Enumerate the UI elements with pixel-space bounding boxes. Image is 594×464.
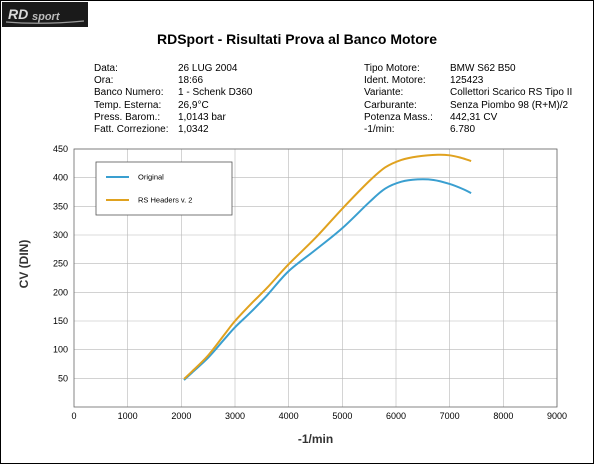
info-row: -1/min: 6.780 xyxy=(364,124,592,136)
report-title: RDSport - Risultati Prova al Banco Motor… xyxy=(156,31,438,47)
x-tick-label: 0 xyxy=(71,411,76,421)
test-info-left: Data: 26 LUG 2004 Ora: 18:66 Banco Numero: 1 … xyxy=(94,63,344,136)
y-tick-label: 50 xyxy=(58,373,68,383)
info-row: Variante: Collettori Scarico RS Tipo II xyxy=(364,87,592,99)
info-value: BMW S62 B50 xyxy=(450,63,516,74)
y-tick-label: 300 xyxy=(53,230,68,240)
info-value: Collettori Scarico RS Tipo II xyxy=(450,87,573,99)
info-value: 442,31 CV xyxy=(450,111,498,123)
x-axis-title: -1/min xyxy=(298,432,333,446)
y-tick-label: 450 xyxy=(53,144,68,154)
y-tick-label: 150 xyxy=(53,316,68,326)
y-tick-label: 400 xyxy=(53,173,68,183)
x-tick-label: 9000 xyxy=(547,411,567,421)
info-key: Variante: xyxy=(364,87,404,99)
info-value: 1,0342 xyxy=(178,123,209,135)
info-row: Banco Numero: 1 - Schenk D360 xyxy=(94,87,344,99)
info-value: Senza Piombo 98 (R+M)/2 xyxy=(450,99,569,111)
x-tick-label: 3000 xyxy=(225,411,245,421)
x-tick-label: 6000 xyxy=(386,411,406,421)
x-tick-label: 2000 xyxy=(171,411,191,421)
info-key: Potenza Mass.: xyxy=(364,111,433,123)
info-key: Banco Numero: xyxy=(94,87,164,99)
x-tick-label: 8000 xyxy=(493,411,513,421)
info-row: Data: 26 LUG 2004 xyxy=(94,63,344,75)
info-key: Temp. Esterna: xyxy=(94,99,162,111)
axis-ticks: 0 1000 2000 3000 4000 5000 6000 7000 8000 9000 50 1… xyxy=(53,144,567,421)
info-row: Temp. Esterna: 26,9°C xyxy=(94,100,344,112)
info-key: Press. Barom.: xyxy=(94,111,161,123)
y-tick-label: 350 xyxy=(53,201,68,211)
info-key: Tipo Motore: xyxy=(364,63,420,74)
info-row: Ora: 18:66 xyxy=(94,75,344,87)
info-row: Press. Barom.: 1,0143 bar xyxy=(94,112,344,124)
legend-label: Original xyxy=(138,173,164,182)
info-value: 1 - Schenk D360 xyxy=(178,87,253,99)
legend: Original RS Headers v. 2 xyxy=(95,161,233,216)
info-value: 26 LUG 2004 xyxy=(178,63,238,74)
engine-info-right: Tipo Motore: BMW S62 B50 Ident. Motore: 125… xyxy=(364,63,592,136)
legend-label: RS Headers v. 2 xyxy=(138,196,192,205)
info-row: Potenza Mass.: 442,31 CV xyxy=(364,112,592,124)
svg-text:RD: RD xyxy=(8,6,28,22)
plot-area-border xyxy=(73,148,558,408)
y-tick-label: 100 xyxy=(53,345,68,355)
legend-box xyxy=(95,161,233,216)
info-key: -1/min: xyxy=(364,123,395,135)
y-tick-label: 200 xyxy=(53,287,68,297)
info-key: Ident. Motore: xyxy=(364,75,426,87)
info-value: 125423 xyxy=(450,75,484,87)
info-row: Tipo Motore: BMW S62 B50 xyxy=(364,63,592,75)
y-tick-label: 250 xyxy=(53,259,68,269)
info-key: Carburante: xyxy=(364,99,417,111)
x-tick-label: 5000 xyxy=(332,411,352,421)
x-tick-label: 4000 xyxy=(279,411,299,421)
info-value: 1,0143 bar xyxy=(178,111,226,123)
info-key: Data: xyxy=(94,63,118,74)
info-value: 6.780 xyxy=(450,123,476,135)
info-key: Ora: xyxy=(94,75,114,87)
x-tick-label: 1000 xyxy=(118,411,138,421)
svg-text:sport: sport xyxy=(32,11,61,23)
series-line-original xyxy=(183,178,472,381)
y-axis-title: CV (DIN) xyxy=(17,240,31,289)
info-value: 18:66 xyxy=(178,75,204,87)
info-row: Fatt. Correzione: 1,0342 xyxy=(94,124,344,136)
info-row: Ident. Motore: 125423 xyxy=(364,75,592,87)
info-row: Carburante: Senza Piombo 98 (R+M)/2 xyxy=(364,100,592,112)
series-lines xyxy=(183,153,472,381)
rdsport-logo: RD sport xyxy=(2,2,88,27)
info-key: Fatt. Correzione: xyxy=(94,123,169,135)
info-value: 26,9°C xyxy=(178,99,209,111)
x-tick-label: 7000 xyxy=(440,411,460,421)
series-line-rs-headers xyxy=(183,153,472,380)
